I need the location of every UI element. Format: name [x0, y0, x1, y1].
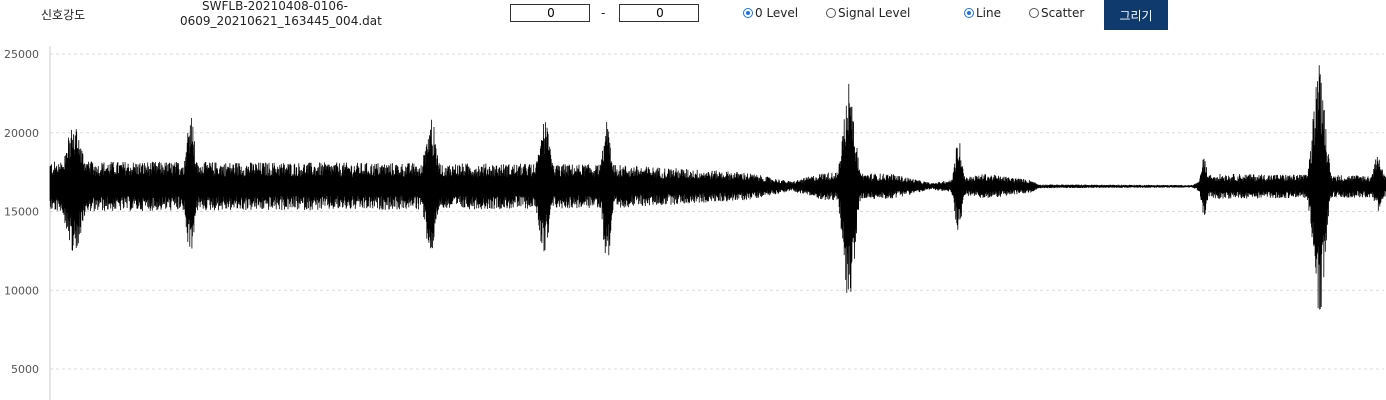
filename-label: SWFLB-20210408-0106- 0609_20210621_16344…: [180, 0, 382, 29]
radio-unselected-icon[interactable]: [1029, 8, 1039, 18]
scatter-mode-radio[interactable]: Scatter: [1029, 6, 1084, 20]
line-mode-radio[interactable]: Line: [964, 6, 1001, 20]
range-start-input[interactable]: [510, 4, 590, 22]
radio-selected-icon[interactable]: [964, 8, 974, 18]
signal-strength-label: 신호강도: [41, 8, 86, 22]
filename-line-2: 0609_20210621_163445_004.dat: [180, 14, 382, 28]
radio-selected-icon[interactable]: [743, 8, 753, 18]
zero-level-radio[interactable]: 0 Level: [743, 6, 798, 20]
signal-trace: [49, 65, 1386, 310]
y-axis-ticks: 25000 20000 15000 10000 5000: [4, 48, 39, 376]
line-mode-label: Line: [976, 6, 1002, 20]
scatter-mode-label: Scatter: [1041, 6, 1085, 20]
y-tick-label: 5000: [11, 363, 39, 376]
zero-level-label: 0 Level: [755, 6, 799, 20]
draw-button[interactable]: 그리기: [1104, 0, 1168, 30]
range-separator: -: [601, 6, 606, 20]
y-tick-label: 20000: [4, 127, 39, 140]
signal-level-radio[interactable]: Signal Level: [826, 6, 910, 20]
radio-unselected-icon[interactable]: [826, 8, 836, 18]
range-end-input[interactable]: [619, 4, 699, 22]
y-tick-label: 25000: [4, 48, 39, 61]
y-tick-label: 10000: [4, 284, 39, 297]
signal-level-label: Signal Level: [838, 6, 911, 20]
filename-line-1: SWFLB-20210408-0106-: [202, 0, 348, 13]
toolbar: 신호강도 SWFLB-20210408-0106- 0609_20210621_…: [0, 0, 1386, 34]
chart-grid: [50, 53, 1384, 370]
y-tick-label: 15000: [4, 206, 39, 219]
signal-chart: 25000 20000 15000 10000 5000: [4, 46, 1386, 400]
